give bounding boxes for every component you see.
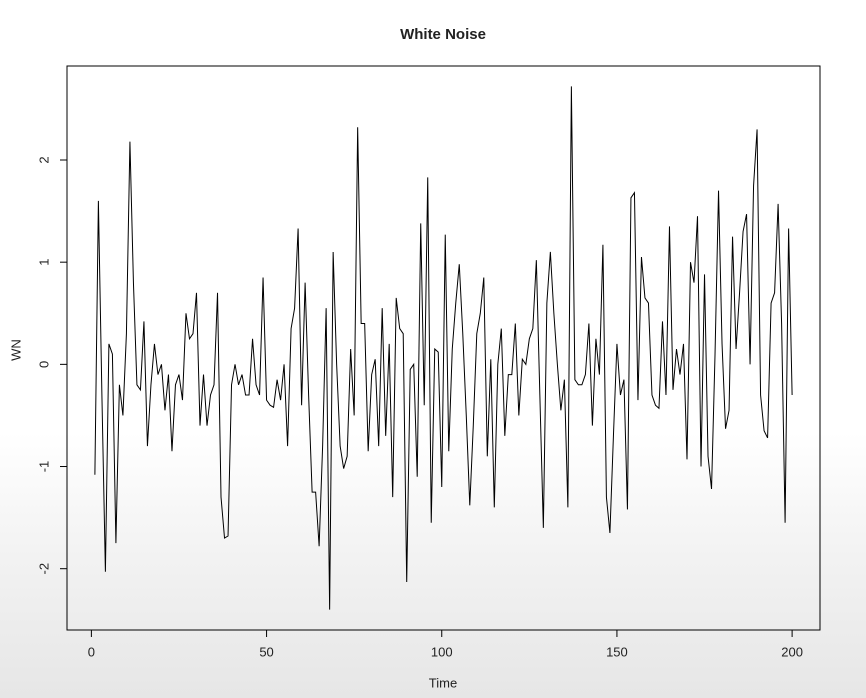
x-tick-label: 0 — [88, 644, 95, 659]
x-tick-label: 100 — [431, 644, 453, 659]
y-tick-label: 2 — [36, 156, 51, 163]
y-axis-label: WN — [8, 339, 23, 361]
x-tick-label: 50 — [259, 644, 273, 659]
x-axis-label: Time — [429, 675, 457, 690]
y-tick-label: -2 — [36, 563, 51, 575]
chart-title: White Noise — [400, 26, 486, 43]
y-tick-label: 0 — [36, 361, 51, 368]
data-line — [94, 86, 793, 610]
x-tick-label: 150 — [606, 644, 628, 659]
y-tick-label: 1 — [36, 259, 51, 266]
y-tick-label: -1 — [36, 461, 51, 473]
x-tick-label: 200 — [781, 644, 803, 659]
